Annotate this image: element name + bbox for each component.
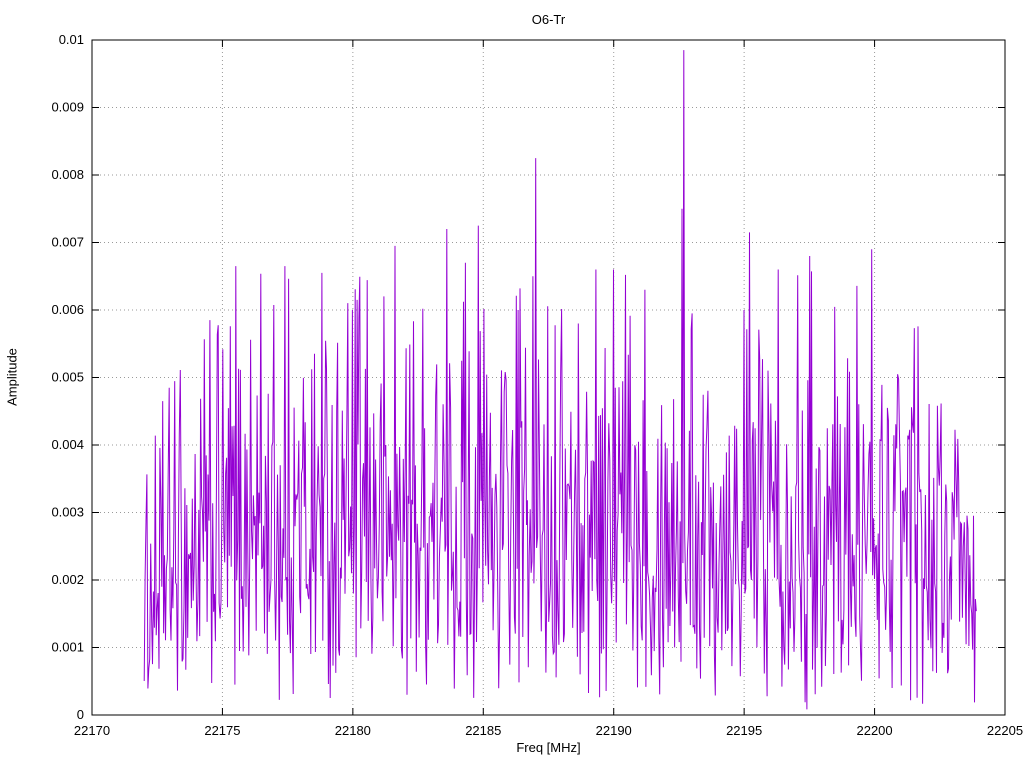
y-tick-label: 0	[77, 707, 84, 722]
y-tick-label: 0.01	[59, 32, 84, 47]
x-tick-label: 22180	[335, 723, 371, 738]
chart-title: O6-Tr	[531, 12, 566, 27]
y-tick-label: 0.007	[51, 235, 84, 250]
y-tick-label: 0.002	[51, 572, 84, 587]
y-tick-label: 0.001	[51, 640, 84, 655]
y-axis-label: Amplitude	[4, 348, 20, 406]
x-tick-label: 22185	[465, 723, 501, 738]
x-tick-label: 22205	[987, 723, 1023, 738]
x-tick-label: 22170	[74, 723, 110, 738]
x-tick-label: 22190	[596, 723, 632, 738]
series-line	[143, 50, 977, 710]
y-tick-label: 0.003	[51, 505, 84, 520]
y-tick-label: 0.005	[51, 370, 84, 385]
x-tick-label: 22175	[204, 723, 240, 738]
y-tick-label: 0.004	[51, 437, 84, 452]
y-tick-label: 0.008	[51, 167, 84, 182]
x-tick-label: 22200	[856, 723, 892, 738]
x-axis-label: Freq [MHz]	[516, 740, 581, 755]
y-tick-label: 0.009	[51, 100, 84, 115]
y-tick-label: 0.006	[51, 302, 84, 317]
x-tick-label: 22195	[726, 723, 762, 738]
